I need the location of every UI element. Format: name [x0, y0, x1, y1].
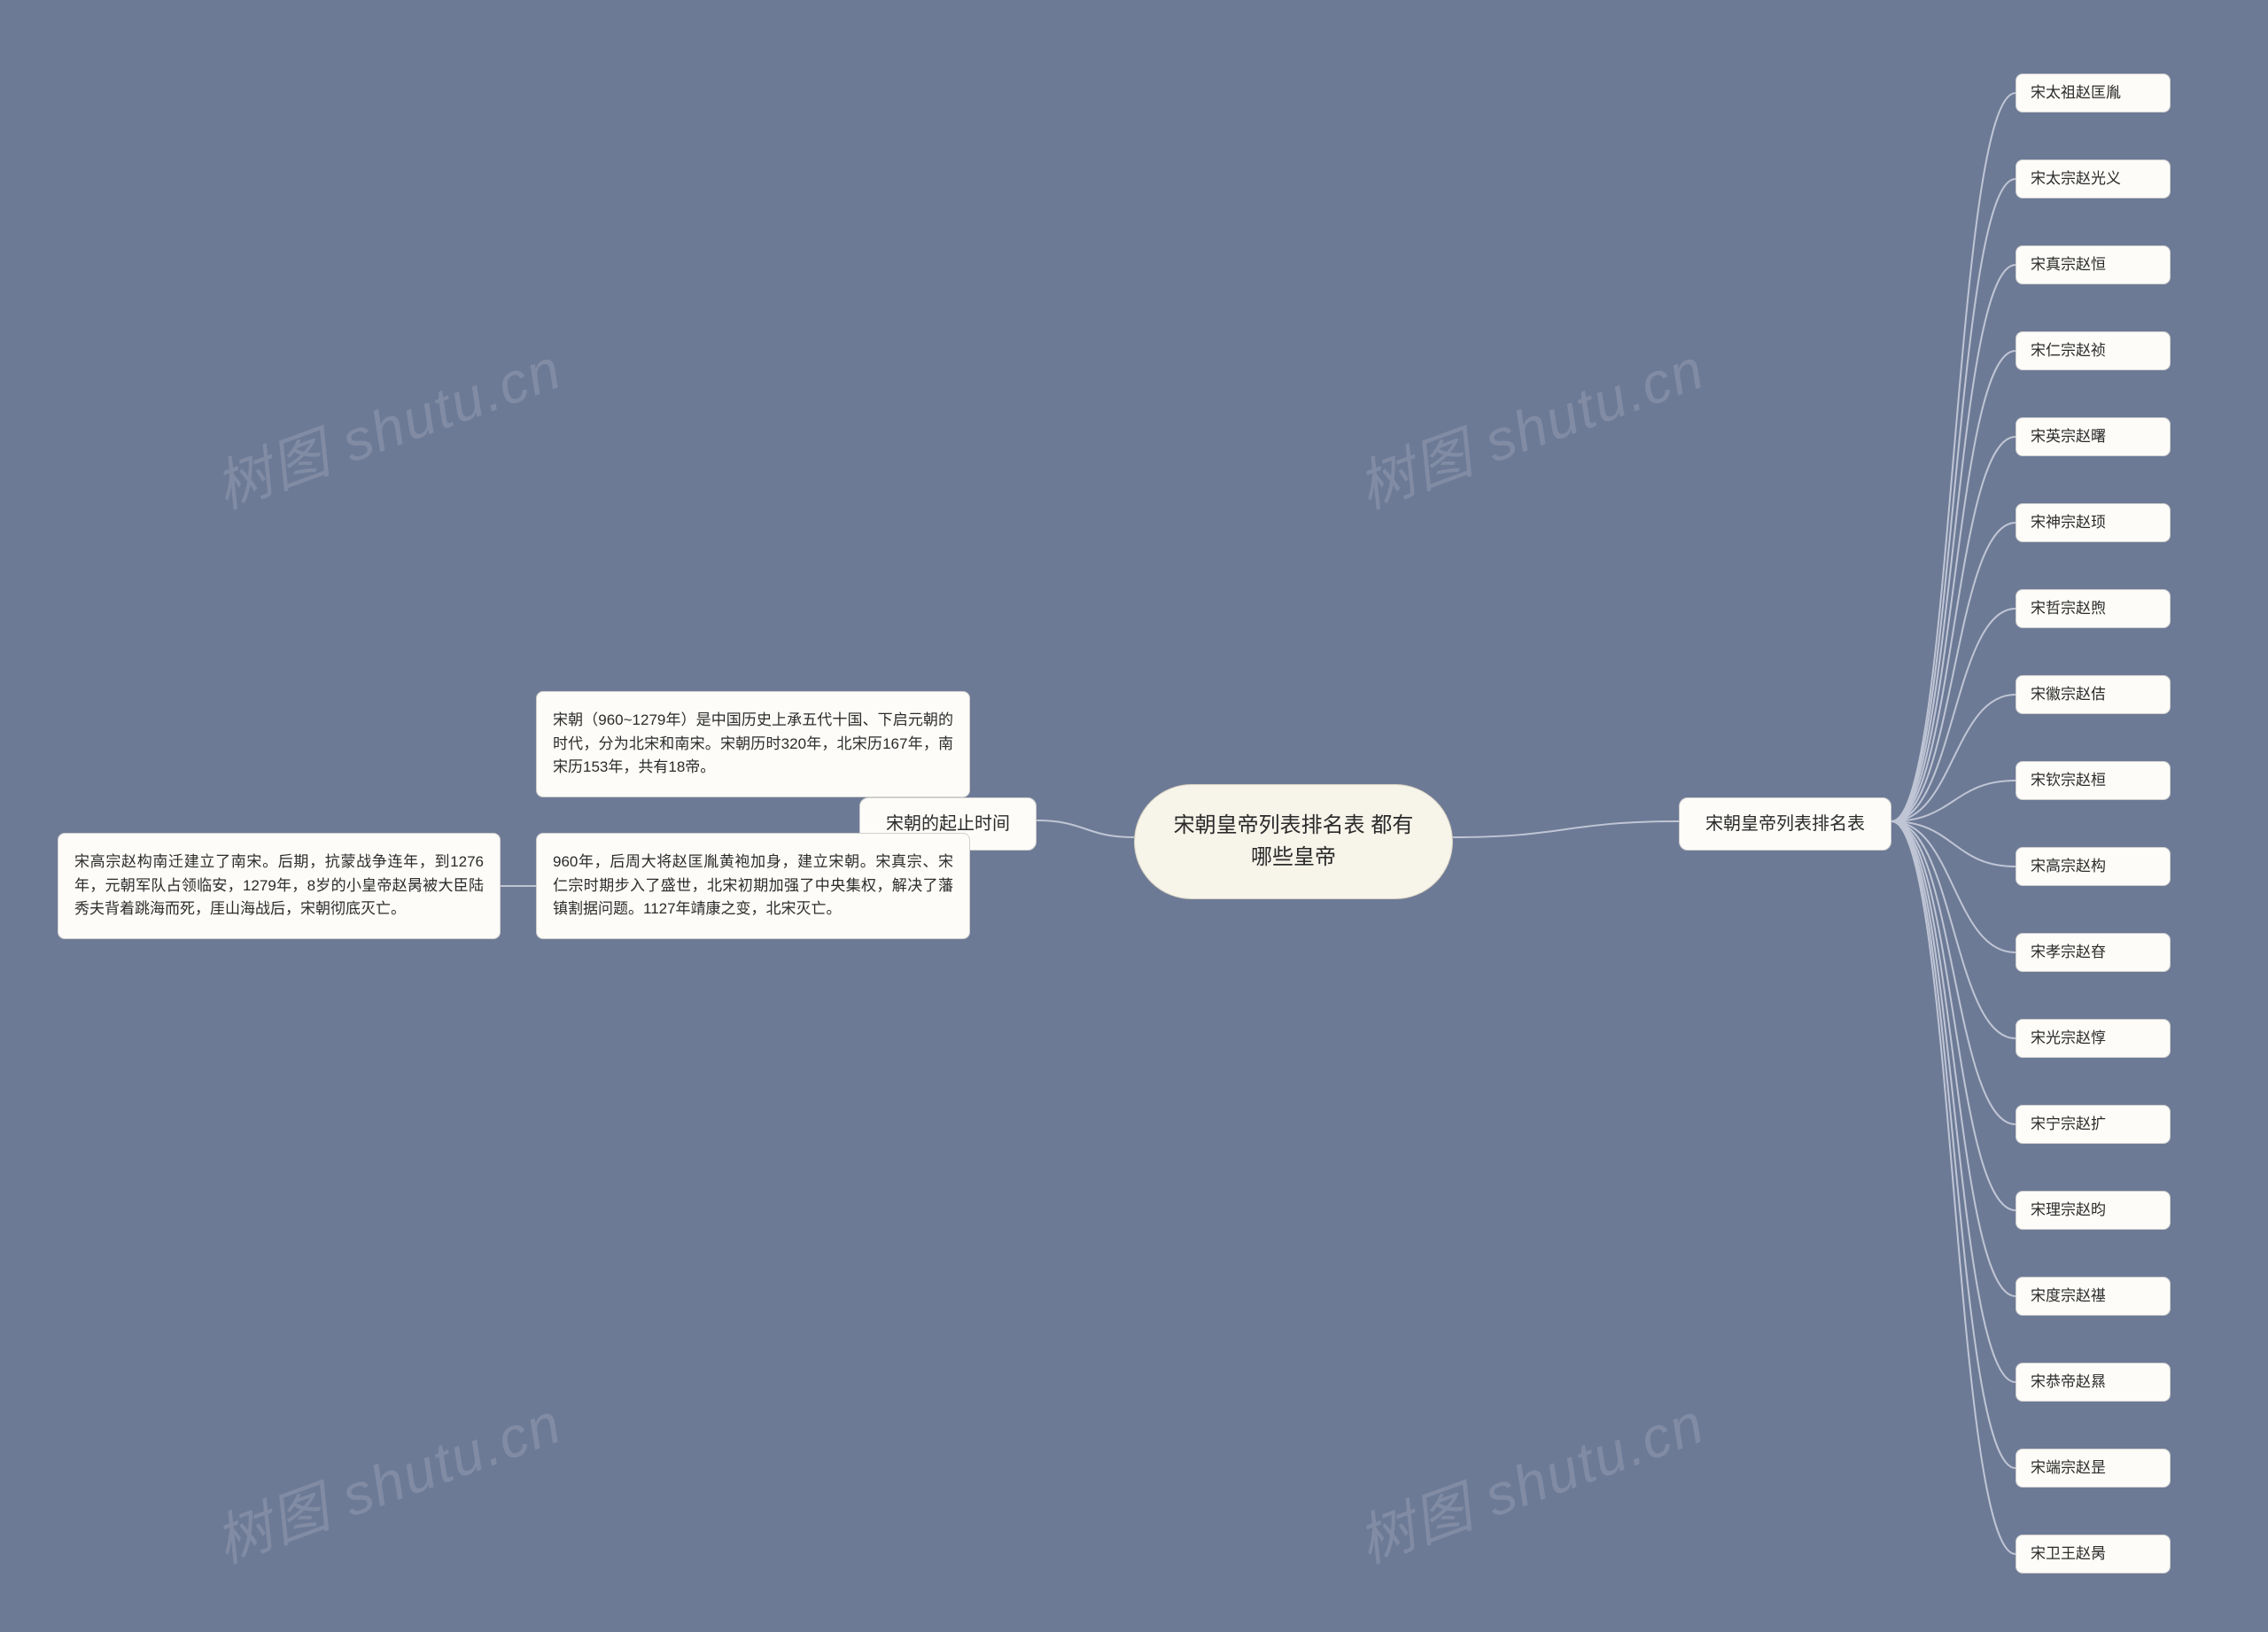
e10: 宋高宗赵构: [2016, 847, 2171, 886]
watermark-1: 树图 shutu.cn: [1346, 323, 1714, 525]
e13: 宋宁宗赵扩: [2016, 1105, 2171, 1144]
watermark-2: 树图 shutu.cn: [203, 1378, 571, 1579]
lp3: 宋高宗赵构南迁建立了南宋。后期，抗蒙战争连年，到1276年，元朝军队占领临安，1…: [58, 833, 501, 939]
e15: 宋度宗赵禥: [2016, 1277, 2171, 1316]
e3: 宋真宗赵恒: [2016, 245, 2171, 284]
e5: 宋英宗赵曙: [2016, 417, 2171, 456]
e2: 宋太宗赵光义: [2016, 159, 2171, 198]
e17: 宋端宗赵昰: [2016, 1449, 2171, 1488]
e8: 宋徽宗赵佶: [2016, 675, 2171, 714]
e18: 宋卫王赵昺: [2016, 1535, 2171, 1574]
e12: 宋光宗赵惇: [2016, 1019, 2171, 1058]
e14: 宋理宗赵昀: [2016, 1191, 2171, 1230]
e6: 宋神宗赵顼: [2016, 503, 2171, 542]
e16: 宋恭帝赵㬎: [2016, 1363, 2171, 1402]
watermark-0: 树图 shutu.cn: [203, 323, 571, 525]
e9: 宋钦宗赵桓: [2016, 761, 2171, 800]
root: 宋朝皇帝列表排名表 都有哪些皇帝: [1134, 784, 1453, 899]
e7: 宋哲宗赵煦: [2016, 589, 2171, 628]
mindmap-canvas: 树图 shutu.cn 树图 shutu.cn 树图 shutu.cn 树图 shut…: [0, 0, 2268, 1632]
r-branch: 宋朝皇帝列表排名表: [1679, 797, 1891, 851]
e1: 宋太祖赵匡胤: [2016, 74, 2171, 113]
connector-layer: [0, 0, 2268, 1632]
lp1: 宋朝（960~1279年）是中国历史上承五代十国、下启元朝的时代，分为北宋和南宋…: [536, 691, 970, 797]
e4: 宋仁宗赵祯: [2016, 331, 2171, 370]
watermark-3: 树图 shutu.cn: [1346, 1378, 1714, 1579]
lp2: 960年，后周大将赵匡胤黄袍加身，建立宋朝。宋真宗、宋仁宗时期步入了盛世，北宋初…: [536, 833, 970, 939]
e11: 宋孝宗赵昚: [2016, 933, 2171, 972]
